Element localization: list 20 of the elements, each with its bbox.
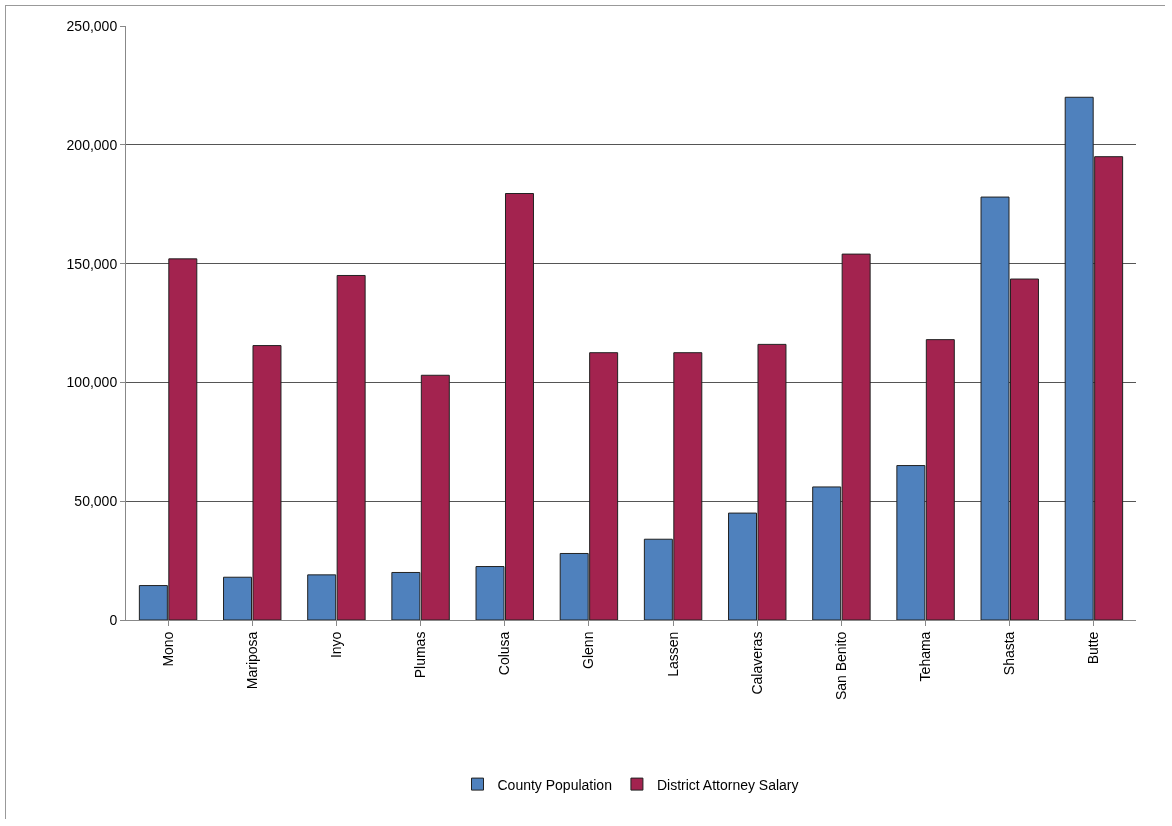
- x-tick-label: Tehama: [917, 631, 934, 682]
- y-tick-label: 50,000: [74, 493, 118, 510]
- y-tick-label: 200,000: [66, 136, 118, 153]
- x-tick-label: Calaveras: [748, 631, 765, 695]
- y-tick-label: 0: [109, 611, 118, 628]
- x-tick-label: Mono: [159, 631, 176, 667]
- x-tick-label: San Benito: [832, 631, 849, 701]
- y-tick-label: 150,000: [66, 255, 118, 272]
- x-tick-label: Plumas: [412, 631, 429, 679]
- x-tick-label: Mariposa: [243, 631, 260, 690]
- x-tick-label: Glenn: [580, 631, 597, 669]
- y-tick-label: 250,000: [66, 17, 118, 34]
- x-tick-label: Shasta: [1001, 631, 1018, 676]
- legend-label: County Population: [497, 776, 612, 793]
- legend-label: District Attorney Salary: [656, 776, 799, 793]
- x-tick-label: Inyo: [327, 631, 344, 659]
- x-tick-label: Colusa: [496, 631, 513, 676]
- x-tick-label: Lassen: [664, 631, 681, 677]
- y-tick-label: 100,000: [66, 374, 118, 391]
- x-tick-label: Butte: [1085, 631, 1102, 665]
